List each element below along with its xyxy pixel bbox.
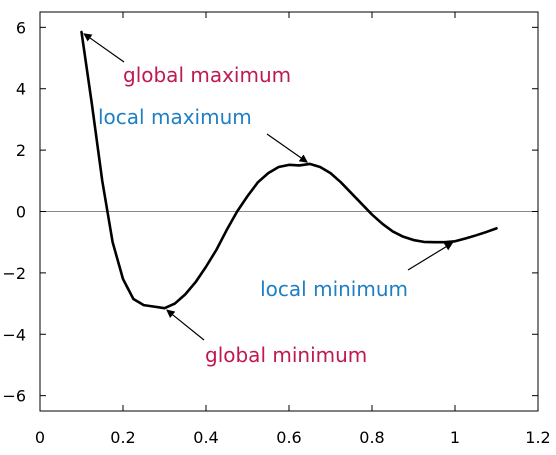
annotation-label: global minimum bbox=[205, 343, 367, 367]
x-tick-label: 0.6 bbox=[276, 428, 301, 447]
y-tick-label: −4 bbox=[2, 325, 26, 344]
annotation-arrow bbox=[407, 242, 454, 271]
x-tick-label: 0.2 bbox=[110, 428, 135, 447]
annotation-label: global maximum bbox=[123, 63, 291, 87]
y-tick-label: 2 bbox=[16, 141, 26, 160]
x-tick-label: 0 bbox=[35, 428, 45, 447]
annotation-arrow bbox=[166, 309, 205, 341]
annotation-label: local minimum bbox=[260, 277, 408, 301]
annotation-label: local maximum bbox=[98, 105, 252, 129]
x-tick-label: 1 bbox=[450, 428, 460, 447]
y-tick-label: −6 bbox=[2, 387, 26, 406]
y-tick-label: 0 bbox=[16, 203, 26, 222]
x-tick-label: 0.8 bbox=[359, 428, 384, 447]
y-tick-label: 6 bbox=[16, 18, 26, 37]
annotation-arrow bbox=[266, 133, 308, 163]
y-tick-label: −2 bbox=[2, 264, 26, 283]
x-tick-label: 1.2 bbox=[525, 428, 550, 447]
y-tick-label: 4 bbox=[16, 80, 26, 99]
annotation-arrow bbox=[83, 33, 125, 63]
series-line-0 bbox=[80, 30, 498, 310]
x-tick-label: 0.4 bbox=[193, 428, 218, 447]
